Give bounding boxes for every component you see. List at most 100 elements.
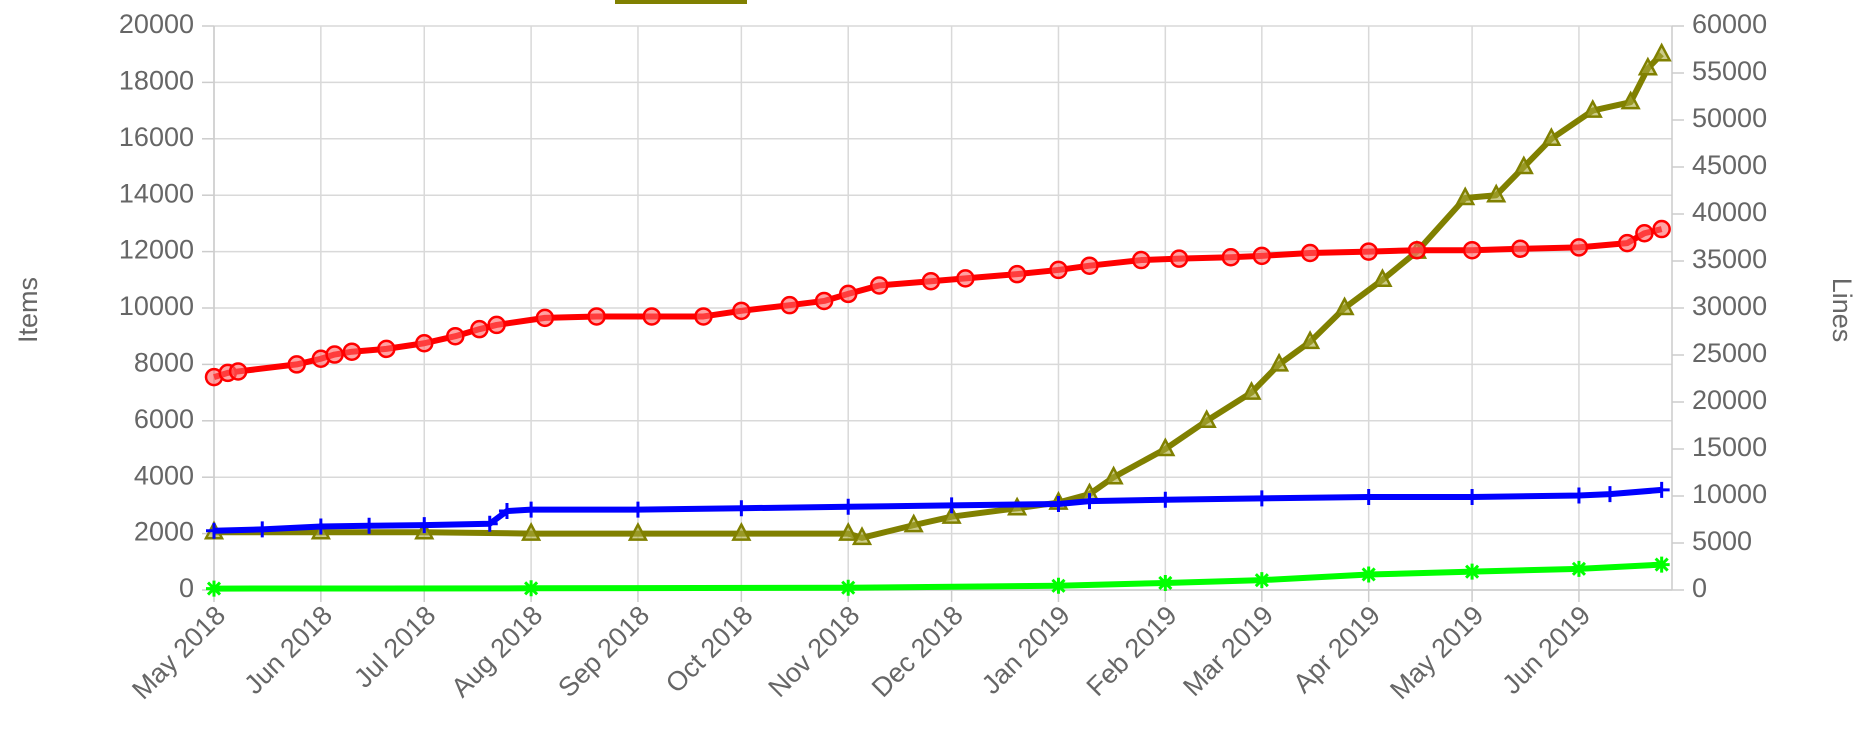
x-tick-label: Nov 2018 (763, 600, 866, 703)
x-tick-label: May 2018 (126, 600, 231, 705)
y-tick-label: 2000 (134, 517, 194, 547)
x-tick-label: Aug 2018 (445, 600, 548, 703)
point (1653, 556, 1670, 573)
point (1582, 98, 1603, 118)
point (487, 315, 506, 335)
point (1541, 127, 1562, 147)
point (470, 319, 489, 339)
point (1651, 42, 1672, 62)
point (1652, 219, 1671, 239)
point (1103, 465, 1124, 485)
point (1372, 268, 1393, 288)
point (1050, 577, 1067, 594)
point (642, 307, 661, 326)
point (814, 291, 834, 311)
point (1360, 488, 1377, 505)
y-axis-title: Items (13, 277, 43, 343)
point (1464, 488, 1481, 505)
point (1157, 574, 1174, 591)
y2-tick-label: 45000 (1692, 150, 1767, 180)
point (1253, 572, 1270, 589)
y2-tick-label: 50000 (1692, 103, 1767, 133)
point (446, 326, 465, 346)
point (1155, 437, 1176, 457)
legend-swatch (615, 0, 747, 4)
point (838, 521, 859, 541)
point (312, 518, 329, 535)
y-tick-label: 0 (179, 573, 194, 603)
point (325, 345, 344, 364)
x-tick-label: Sep 2018 (552, 600, 655, 703)
y2-tick-label: 5000 (1692, 526, 1752, 556)
y-tick-label: 14000 (119, 178, 194, 208)
y2-tick-label: 10000 (1692, 479, 1767, 509)
y-tick-label: 4000 (134, 460, 194, 490)
y-tick-label: 8000 (134, 348, 194, 378)
point (1049, 260, 1068, 280)
point (228, 362, 248, 381)
point (342, 342, 362, 361)
y2-tick-label: 20000 (1692, 385, 1767, 415)
y2-tick-label: 30000 (1692, 291, 1767, 321)
point (629, 501, 646, 518)
x-tick-label: Jun 2018 (238, 600, 338, 700)
point (535, 308, 555, 328)
y2-tick-label: 15000 (1692, 432, 1767, 462)
point (1570, 487, 1587, 504)
point (1620, 90, 1641, 110)
point (780, 295, 799, 315)
point (732, 301, 751, 321)
point (943, 497, 960, 514)
point (1407, 240, 1427, 260)
x-tick-label: Jun 2019 (1496, 600, 1596, 700)
y-tick-label: 18000 (119, 66, 194, 96)
y-tick-label: 12000 (119, 235, 194, 265)
point (1268, 352, 1290, 372)
point (498, 503, 515, 520)
x-tick-label: Dec 2018 (866, 600, 969, 703)
point (1080, 256, 1099, 275)
point (838, 284, 858, 304)
point (941, 505, 962, 524)
x-tick-label: May 2019 (1384, 600, 1489, 705)
point (521, 521, 542, 541)
point (869, 276, 889, 295)
point (1050, 495, 1067, 512)
point (921, 271, 941, 291)
point (1241, 380, 1262, 400)
point (731, 521, 752, 541)
x-tick-label: Oct 2018 (660, 600, 759, 699)
x-tick-label: Apr 2019 (1287, 600, 1386, 699)
point (1635, 224, 1654, 243)
y2-tick-label: 0 (1692, 573, 1707, 603)
y-tick-label: 20000 (119, 9, 194, 39)
point (840, 498, 857, 515)
point (1601, 486, 1618, 503)
point (361, 517, 378, 534)
y2-axis-title: Lines (1827, 278, 1857, 343)
x-tick-label: Jul 2018 (348, 600, 441, 693)
point (1570, 560, 1587, 577)
point (206, 522, 222, 539)
point (903, 513, 924, 533)
point (1131, 250, 1151, 270)
point (1359, 242, 1378, 261)
point (956, 269, 975, 288)
point (1300, 243, 1320, 263)
point (523, 580, 540, 597)
series-line (214, 52, 1664, 541)
point (206, 580, 222, 597)
point (1486, 183, 1507, 203)
y-tick-label: 16000 (119, 122, 194, 152)
y2-tick-label: 40000 (1692, 197, 1767, 227)
point (840, 579, 857, 596)
point (254, 521, 271, 538)
point (1081, 493, 1098, 510)
point (1252, 246, 1272, 266)
series-line (213, 561, 1662, 592)
point (416, 517, 433, 534)
point (1169, 249, 1189, 268)
point (523, 501, 540, 518)
point (1464, 563, 1481, 580)
x-tick-label: Mar 2019 (1177, 600, 1279, 702)
